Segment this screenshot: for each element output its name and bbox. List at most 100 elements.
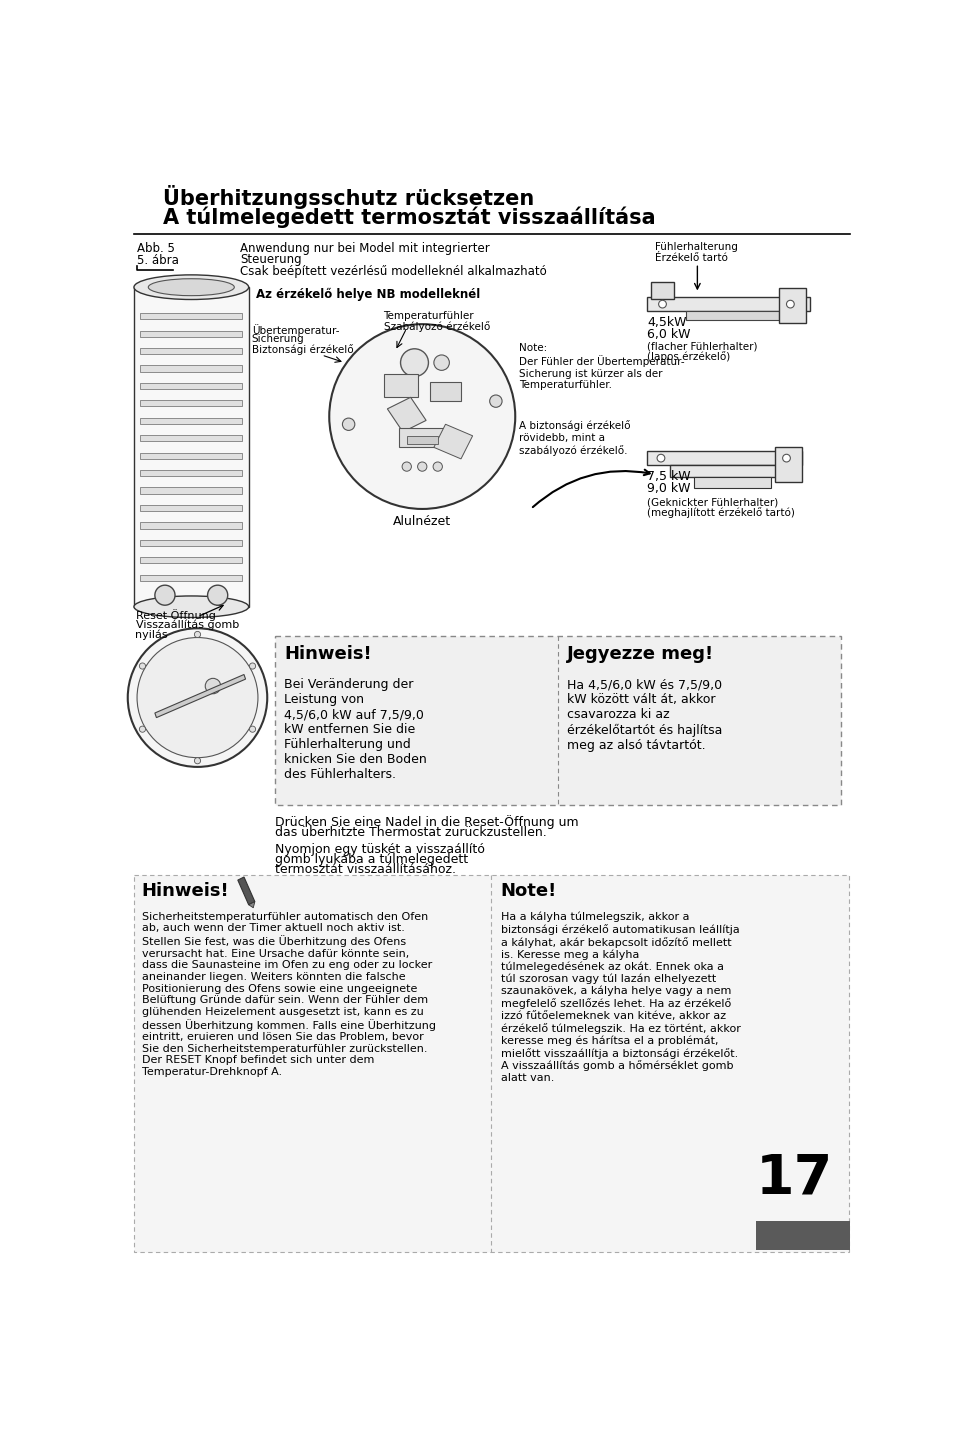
Bar [140,383,243,389]
Circle shape [139,726,146,732]
Polygon shape [434,425,472,458]
Text: Visszaállítás gomb: Visszaállítás gomb [135,619,239,629]
Text: A biztonsági érzékelő
rövidebb, mint a
szabályozó érzékelő.: A biztonsági érzékelő rövidebb, mint a s… [519,420,631,455]
Bar [685,312,779,320]
Text: Csak beépített vezérlésű modelleknél alkalmazható: Csak beépített vezérlésű modelleknél alk… [240,265,547,278]
Circle shape [155,586,175,605]
Circle shape [329,325,516,509]
Bar [775,448,802,481]
Bar [140,452,243,458]
Bar [756,1221,850,1250]
Text: Sicherung: Sicherung [252,334,304,344]
Text: 17: 17 [756,1151,833,1206]
Text: Sicherheitstemperaturfühler automatisch den Ofen
ab, auch wenn der Timer aktuell: Sicherheitstemperaturfühler automatisch … [142,912,436,1077]
Text: termosztát visszaállításához.: termosztát visszaállításához. [275,863,456,876]
Ellipse shape [134,596,249,618]
Polygon shape [238,877,254,905]
Bar [134,874,849,1251]
Bar [407,436,438,444]
Bar [779,289,805,322]
Text: Biztonsági érzékelő: Biztonsági érzékelő [252,344,353,355]
Bar [140,487,243,493]
Bar [140,418,243,423]
Bar [430,381,461,402]
Text: gomb lyukába a túlmelegedett: gomb lyukába a túlmelegedett [275,853,468,866]
Text: Überhitzungsschutz rücksetzen: Überhitzungsschutz rücksetzen [162,184,534,209]
Circle shape [418,463,427,471]
Text: Reset Öffnung: Reset Öffnung [135,609,215,621]
Circle shape [402,463,412,471]
Bar [140,574,243,581]
Bar [140,348,243,354]
Text: (meghajlított érzékelő tartó): (meghajlított érzékelő tartó) [647,506,795,518]
Text: Fühlerhalterung: Fühlerhalterung [655,242,737,252]
Polygon shape [249,902,254,908]
Circle shape [194,758,201,764]
Bar [693,477,771,489]
Circle shape [250,726,255,732]
Bar [140,313,243,319]
Circle shape [139,663,146,668]
Text: Temperaturfühler: Temperaturfühler [383,312,474,320]
Text: das überhitzte Thermostat zurückzustellen.: das überhitzte Thermostat zurückzustelle… [275,826,547,840]
Text: Drücken Sie eine Nadel in die Reset-Öffnung um: Drücken Sie eine Nadel in die Reset-Öffn… [275,815,579,828]
Circle shape [786,300,794,307]
Circle shape [194,631,201,638]
Circle shape [490,394,502,407]
Text: 6,0 kW: 6,0 kW [647,328,690,341]
Circle shape [205,679,221,693]
Bar [140,365,243,371]
Bar [140,539,243,547]
Bar [140,470,243,476]
Bar [140,505,243,510]
Circle shape [782,454,790,463]
Bar [134,287,249,606]
Text: Bei Veränderung der
Leistung von
4,5/6,0 kW auf 7,5/9,0
kW entfernen Sie die
Füh: Bei Veränderung der Leistung von 4,5/6,0… [284,679,427,782]
Text: 4,5kW: 4,5kW [647,316,686,329]
Bar [383,374,419,397]
Text: Ha a kályha túlmelegszik, akkor a
biztonsági érzékelő automatikusan leállítja
a : Ha a kályha túlmelegszik, akkor a bizton… [500,912,740,1083]
Text: Alulnézet: Alulnézet [394,515,451,528]
Text: (lapos érzékelő): (lapos érzékelő) [647,351,731,362]
Text: 5. ábra: 5. ábra [137,254,179,267]
Text: (flacher Fühlerhalter): (flacher Fühlerhalter) [647,342,757,352]
Text: nyilás: nyilás [135,629,168,639]
Circle shape [207,586,228,605]
Circle shape [400,349,428,377]
Circle shape [657,454,665,463]
Text: 7,5 kW: 7,5 kW [647,470,690,483]
Text: Nyomjon egy tüskét a visszaállító: Nyomjon egy tüskét a visszaállító [275,842,485,856]
Bar [140,331,243,336]
Ellipse shape [148,278,234,296]
Bar [140,522,243,528]
Bar [140,400,243,406]
Bar [275,637,841,805]
Text: Anwendung nur bei Model mit integrierter: Anwendung nur bei Model mit integrierter [240,242,490,255]
Text: MAGYAR: MAGYAR [773,1227,832,1240]
Circle shape [250,663,255,668]
Text: Hinweis!: Hinweis! [142,883,229,900]
Text: Abb. 5: Abb. 5 [137,242,175,255]
Ellipse shape [134,276,249,300]
Bar [140,435,243,441]
Text: Jegyezze meg!: Jegyezze meg! [567,645,714,663]
Text: Übertemperatur-: Übertemperatur- [252,325,339,336]
Text: Szabályozó érzékelő: Szabályozó érzékelő [383,320,490,332]
Bar [651,281,674,299]
Text: Hinweis!: Hinweis! [284,645,372,663]
Text: (Geknickter Fühlerhalter): (Geknickter Fühlerhalter) [647,497,779,507]
Text: Steuerung: Steuerung [240,254,301,267]
Circle shape [137,638,258,758]
Polygon shape [388,397,426,432]
Text: Note!: Note! [500,883,557,900]
Circle shape [128,628,267,767]
Circle shape [659,300,666,307]
Text: A túlmelegedett termosztát visszaállítása: A túlmelegedett termosztát visszaállítás… [162,206,656,228]
Polygon shape [155,674,246,718]
Circle shape [434,355,449,370]
Bar [670,465,779,477]
Bar [647,451,802,465]
Text: 9,0 kW: 9,0 kW [647,481,690,494]
Bar [140,557,243,564]
Text: Az érzékelő helye NB modelleknél: Az érzékelő helye NB modelleknél [255,289,480,302]
